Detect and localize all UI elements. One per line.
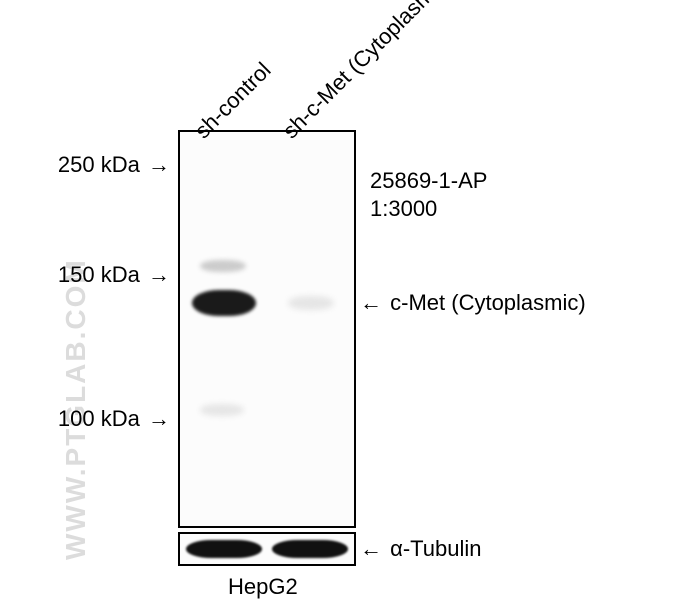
band-label-tubulin: α-Tubulin <box>360 536 482 562</box>
mw-marker-150: 150 kDa <box>58 262 170 288</box>
tubulin-band-lane2 <box>272 540 348 558</box>
band-faint-lane1-upper <box>200 260 246 272</box>
band-label-cmet-text: c-Met (Cytoplasmic) <box>390 290 586 315</box>
antibody-catalog: 25869-1-AP <box>370 168 487 194</box>
mw-marker-150-text: 150 kDa <box>58 262 140 287</box>
tubulin-band-lane1 <box>186 540 262 558</box>
cell-line-label: HepG2 <box>228 574 298 600</box>
lane-label-2: sh-c-Met (Cytoplasmic) <box>278 0 456 144</box>
blot-membrane-main <box>178 130 356 528</box>
band-label-tubulin-text: α-Tubulin <box>390 536 481 561</box>
mw-marker-250: 250 kDa <box>58 152 170 178</box>
figure-canvas: WWW.PTGLAB.COM sh-control sh-c-Met (Cyto… <box>0 0 680 610</box>
band-vfaint-lane2-cmet <box>288 296 334 310</box>
band-vfaint-lane1-lower <box>200 404 244 416</box>
antibody-dilution: 1:3000 <box>370 196 437 222</box>
band-label-cmet: c-Met (Cytoplasmic) <box>360 290 586 316</box>
band-strong-lane1-cmet <box>192 290 256 316</box>
mw-marker-100-text: 100 kDa <box>58 406 140 431</box>
mw-marker-100: 100 kDa <box>58 406 170 432</box>
mw-marker-250-text: 250 kDa <box>58 152 140 177</box>
